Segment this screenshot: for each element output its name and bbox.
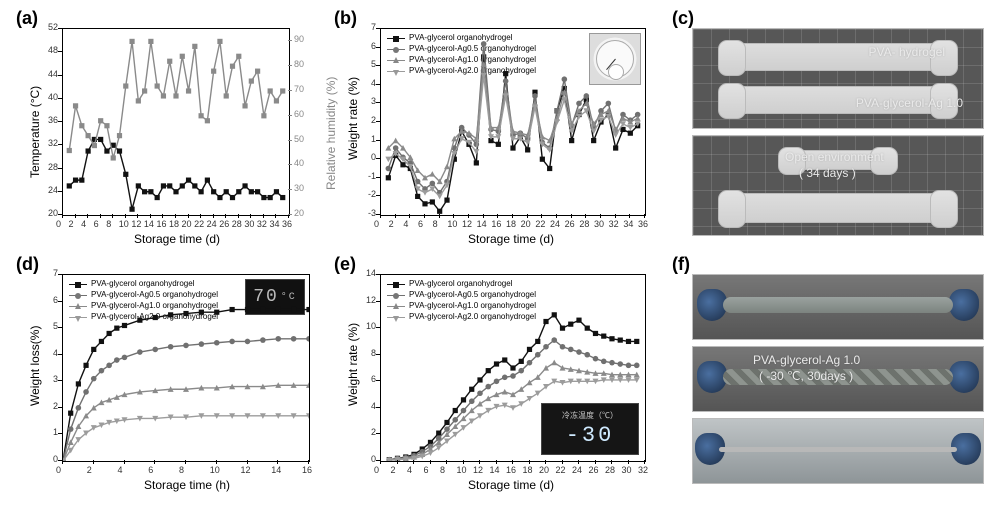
d-xlabel: Storage time (h) [144,478,230,492]
plot-a [62,28,290,216]
f-photo-3 [692,418,984,484]
b-xlabel: Storage time (d) [468,232,554,246]
e-ylabel: Weight rate (%) [346,323,360,406]
e-xlabel: Storage time (d) [468,478,554,492]
panel-c: (c) PVA- hydrogel PVA-glycerol-Ag 1.0 Op… [666,8,990,254]
plot-b: PVA-glycerol organohydrogelPVA-glycerol-… [380,28,646,216]
plot-e: PVA-glycerol organohydrogelPVA-glycerol-… [380,274,646,462]
c-bot-caption-2: ( 34 days ) [799,166,856,180]
panel-a: (a) Temperature (°C) Relative humidity (… [10,8,328,254]
panel-f-label: (f) [672,254,690,275]
panel-d: (d) PVA-glycerol organohydrogelPVA-glyce… [10,254,328,502]
c-bot-caption-1: Open environment [785,150,884,164]
f-photo-2: PVA-glycerol-Ag 1.0 ( -30 ℃, 30days ) [692,346,984,412]
panel-e-label: (e) [334,254,356,275]
panel-a-label: (a) [16,8,38,29]
panel-e: (e) PVA-glycerol organohydrogelPVA-glyce… [328,254,666,502]
panel-d-label: (d) [16,254,39,275]
c-top-caption-2: PVA-glycerol-Ag 1.0 [856,96,963,110]
c-photo-top: PVA- hydrogel PVA-glycerol-Ag 1.0 [692,28,984,129]
a-xlabel: Storage time (d) [134,232,220,246]
panel-b-label: (b) [334,8,357,29]
panel-c-label: (c) [672,8,694,29]
panel-f: (f) PVA-glycerol-Ag 1.0 ( -30 ℃, 30days … [666,254,990,502]
c-top-caption-1: PVA- hydrogel [869,45,945,59]
d-ylabel: Weight loss(%) [28,326,42,406]
panel-b: (b) PVA-glycerol organohydrogelPVA-glyce… [328,8,666,254]
plot-d: PVA-glycerol organohydrogelPVA-glycerol-… [62,274,310,462]
c-photo-bottom: Open environment ( 34 days ) [692,135,984,236]
figure-root: (a) Temperature (°C) Relative humidity (… [0,0,1000,510]
f-caption-2: ( -30 ℃, 30days ) [759,369,853,383]
f-caption-1: PVA-glycerol-Ag 1.0 [753,353,860,367]
f-photo-1 [692,274,984,340]
